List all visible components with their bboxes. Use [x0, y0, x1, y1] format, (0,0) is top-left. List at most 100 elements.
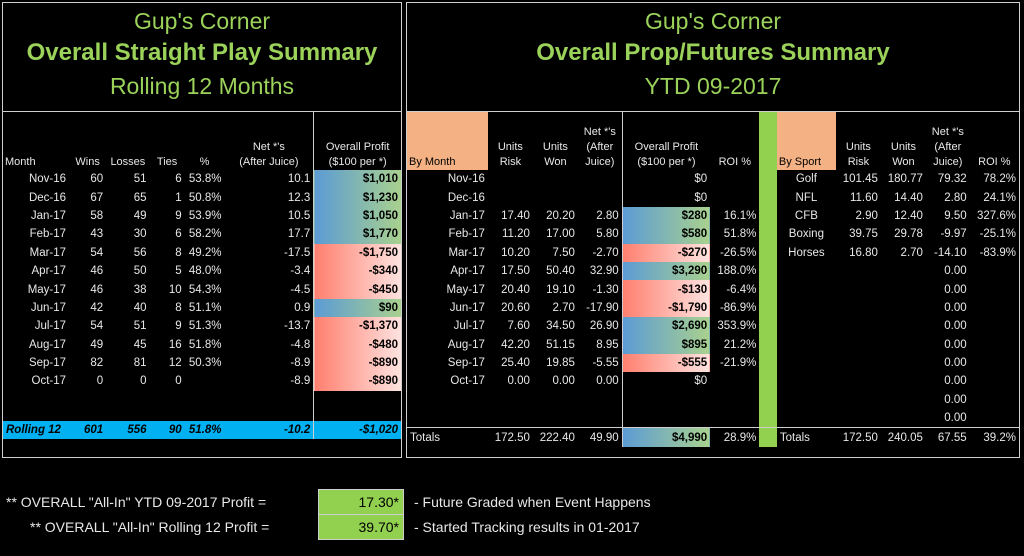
won-cell: 17.00: [546, 228, 575, 241]
ties-cell: 12: [168, 357, 182, 370]
sport-risk-cell: [836, 299, 881, 317]
risk-cell: 25.40: [501, 357, 530, 370]
pct-cell: 51.1%: [188, 301, 222, 314]
total-profit: $4,990: [621, 427, 711, 447]
table-row: Dec-16 $0 NFL 11.60 14.40 2.80 24.1%: [407, 188, 1019, 207]
sport-net-cell: 0.00: [944, 357, 967, 370]
green-separator: [759, 409, 777, 428]
sport-roi-cell: [970, 391, 1019, 409]
sport-won-cell: 14.40: [894, 191, 923, 204]
table-row: Apr-17 46 50 5 48.0% -3.4 -$340: [3, 261, 401, 281]
ties-cell: 6: [175, 228, 182, 241]
sport-net-cell: 0.00: [944, 265, 967, 278]
month-cell: Aug-17: [28, 338, 67, 351]
col-sport-risk-line1: Units: [845, 141, 871, 153]
roi-cell: [710, 170, 759, 188]
col-profit: Overall Profit ($100 per *): [313, 112, 401, 170]
wins-cell: 60: [90, 173, 104, 186]
straight-play-table: Month Wins Losses Ties % Net *'s (After J…: [3, 112, 401, 440]
table-row: Mar-17 54 56 8 49.2% -17.5 -$1,750: [3, 243, 401, 262]
col-sport-risk: Units Risk: [836, 112, 881, 170]
profit-cell: $0: [621, 170, 711, 189]
empty-cell: [488, 391, 533, 409]
prop-futures-table: By Month Units Risk Units Won Net *'s (Afte…: [407, 112, 1019, 447]
won-cell: 7.50: [552, 246, 575, 259]
col-sport-net-line2: (After: [934, 141, 962, 153]
sport-cell: Horses: [788, 246, 825, 259]
net-cell: -17.5: [284, 246, 311, 259]
net-cell: 5.80: [596, 228, 619, 241]
sport-roi-cell: [970, 409, 1019, 428]
risk-cell: 0.00: [507, 375, 530, 388]
risk-cell: 10.20: [501, 246, 530, 259]
net-cell: -4.5: [290, 283, 311, 296]
empty-cell: [710, 409, 759, 428]
roi-cell: 16.1%: [723, 209, 757, 222]
losses-cell: 81: [133, 357, 147, 370]
profit-cell: $580: [621, 225, 711, 244]
empty-cell: [407, 391, 488, 409]
net-cell: 10.5: [287, 209, 311, 222]
sport-roi-cell: [970, 280, 1019, 298]
sport-roi-cell: [970, 372, 1019, 390]
sport-risk-cell: [836, 317, 881, 335]
net-cell: [578, 170, 622, 188]
net-cell: 12.3: [287, 191, 311, 204]
sport-cell: [777, 299, 836, 317]
risk-cell: 20.40: [501, 283, 530, 296]
table-row: May-17 20.40 19.10 -1.30 -$130 -6.4% 0.00: [407, 280, 1019, 299]
losses-cell: 56: [133, 246, 147, 259]
pct-cell: 53.9%: [188, 209, 222, 222]
sport-roi-cell: [970, 336, 1019, 354]
ties-cell: 10: [168, 283, 182, 296]
risk-cell: 7.60: [507, 320, 530, 333]
net-cell: 17.7: [287, 228, 311, 241]
green-separator: [759, 353, 777, 373]
rolling-total-row: Rolling 12 601 556 90 51.8% -10.2 -$1,020: [3, 420, 401, 440]
pct-cell: 51.8%: [188, 338, 222, 351]
sport-roi-cell: 78.2%: [983, 173, 1016, 186]
col-month: Month: [5, 156, 36, 168]
col-profit-line1: Overall Profit: [325, 141, 390, 153]
footer-rolling-label: ** OVERALL "All-In" Rolling 12 Profit =: [30, 519, 270, 535]
pct-cell: 51.3%: [188, 320, 222, 333]
net-cell: -8.9: [290, 357, 311, 370]
sport-risk-cell: 2.90: [855, 209, 878, 222]
green-separator: [759, 243, 777, 262]
col-units-risk-line1: Units: [497, 141, 523, 153]
losses-cell: 45: [133, 338, 147, 351]
pct-cell: 54.3%: [188, 283, 222, 296]
sport-total-net: 67.55: [937, 431, 967, 444]
col-sport-net: Net *'s (After Juice): [926, 112, 970, 170]
straight-play-title-block: Gup's Corner Overall Straight Play Summa…: [3, 3, 401, 112]
sport-cell: CFB: [794, 209, 818, 222]
sport-cell: Golf: [795, 173, 817, 186]
won-cell: 19.10: [546, 283, 575, 296]
profit-cell: $1,050: [313, 206, 401, 226]
roi-cell: [710, 372, 759, 390]
empty-cell: [533, 391, 578, 409]
month-cell: Jul-17: [34, 320, 67, 333]
table-row: Apr-17 17.50 50.40 32.90 $3,290 188.0% 0.00: [407, 261, 1019, 281]
green-separator: [759, 280, 777, 299]
risk-cell: 42.20: [501, 338, 530, 351]
losses-cell: 30: [133, 228, 147, 241]
wins-cell: 46: [90, 265, 104, 278]
sport-roi-cell: [970, 262, 1019, 280]
col-units-won-line2: Won: [544, 156, 567, 168]
total-label: Rolling 12: [3, 420, 70, 440]
col-wins: Wins: [75, 156, 100, 168]
pct-cell: 50.8%: [188, 191, 222, 204]
sport-won-cell: [881, 391, 926, 409]
col-net: Net *'s (After Juice): [224, 112, 313, 170]
risk-cell: 20.60: [501, 301, 530, 314]
table-row: Mar-17 10.20 7.50 -2.70 -$270 -26.5% Horses 16.…: [407, 243, 1019, 262]
col-sport-net-line1: Net *'s: [931, 126, 964, 138]
sport-net-cell: 0.00: [944, 393, 967, 406]
month-cell: Jan-17: [449, 209, 485, 222]
sport-roi-cell: [970, 299, 1019, 317]
prop-futures-panel: Gup's Corner Overall Prop/Futures Summar…: [406, 2, 1020, 458]
roi-cell: 51.8%: [723, 228, 757, 241]
table-row: Feb-17 11.20 17.00 5.80 $580 51.8% Boxing 39.75…: [407, 225, 1019, 244]
col-units-won: Units Won: [533, 112, 578, 170]
